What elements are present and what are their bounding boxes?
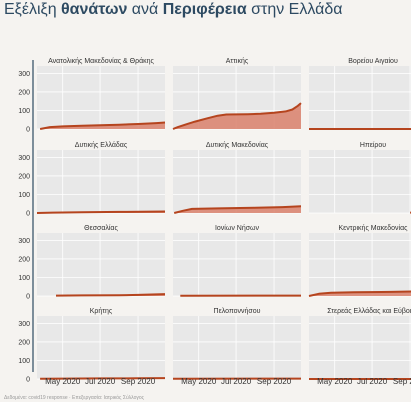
y-tick-label: 300 — [18, 321, 30, 328]
panel-background — [309, 233, 411, 296]
y-tick-label: 100 — [18, 275, 30, 282]
footnote: Δεδομένα: covid19 response · Επεξεργασία… — [4, 395, 145, 401]
x-tick-label: Sep 2020 — [393, 377, 411, 386]
panel: Ηπείρου — [309, 141, 411, 214]
panel-background — [37, 66, 165, 129]
y-tick-label: 200 — [18, 89, 30, 96]
panel-background — [37, 150, 165, 213]
panel-background — [173, 150, 301, 213]
series-line — [55, 293, 166, 297]
y-tick-label: 100 — [18, 108, 30, 115]
panel-title: Ηπείρου — [360, 141, 386, 149]
x-tick-label: May 2020 — [181, 377, 217, 386]
panel-title: Κεντρικής Μακεδονίας — [338, 224, 408, 232]
panel-title: Θεσσαλίας — [84, 224, 118, 232]
x-tick-label: Jul 2020 — [85, 377, 116, 386]
panel: Βορείου Αιγαίου — [309, 57, 411, 130]
y-tick-label: 0 — [26, 127, 30, 134]
panel-background — [173, 316, 301, 379]
x-tick-label: May 2020 — [317, 377, 353, 386]
page-title: Εξέλιξη θανάτων ανά Περιφέρεια στην Ελλά… — [4, 1, 343, 18]
panel: Στερεάς Ελλάδας και Εύβοιας — [309, 307, 411, 380]
y-tick-label: 0 — [26, 377, 30, 384]
series-line — [36, 210, 166, 214]
y-tick-label: 0 — [26, 294, 30, 301]
panel-title: Δυτικής Μακεδονίας — [206, 141, 269, 149]
panel-title: Ιονίων Νήσων — [215, 224, 260, 232]
panel: Κρήτης 0 100 200 300 — [18, 308, 166, 384]
panel-title: Ανατολικής Μακεδονίας & Θράκης — [48, 57, 154, 65]
series-line — [39, 121, 166, 130]
y-tick-label: 300 — [18, 71, 30, 78]
y-tick-label: 0 — [26, 211, 30, 218]
panel-background — [309, 316, 411, 379]
panel: Ιονίων Νήσων — [173, 224, 302, 297]
series-line — [173, 205, 302, 214]
x-tick-label: May 2020 — [45, 377, 81, 386]
x-tick-label: Sep 2020 — [257, 377, 292, 386]
panel: Ανατολικής Μακεδονίας & Θράκης 0 100 200 300 — [18, 57, 166, 134]
series-line — [172, 102, 302, 130]
panel-background — [37, 233, 165, 296]
panel: Δυτικής Ελλάδας 0 100 200 300 — [18, 141, 166, 218]
y-tick-label: 300 — [18, 155, 30, 162]
y-tick-label: 300 — [18, 238, 30, 245]
panel-background — [37, 316, 165, 379]
panel-title: Στερεάς Ελλάδας και Εύβοιας — [327, 307, 411, 315]
panel: Θεσσαλίας 0 100 200 300 — [18, 224, 166, 301]
panel-title: Πελοποννήσου — [214, 308, 261, 315]
panel: Κεντρικής Μακεδονίας — [308, 224, 411, 297]
y-tick-label: 100 — [18, 192, 30, 199]
panel-title: Κρήτης — [90, 308, 113, 315]
x-tick-label: Sep 2020 — [121, 377, 156, 386]
y-tick-label: 200 — [18, 256, 30, 263]
panel-background — [309, 150, 411, 213]
panel-title: Αττικής — [226, 58, 249, 65]
panel-title: Δυτικής Ελλάδας — [75, 141, 128, 149]
panel-background — [309, 66, 411, 129]
panel-background — [173, 233, 301, 296]
y-tick-label: 100 — [18, 358, 30, 365]
panel: Αττικής — [172, 58, 302, 130]
series-line — [40, 377, 166, 380]
y-tick-label: 200 — [18, 339, 30, 346]
x-tick-label: Jul 2020 — [221, 377, 252, 386]
x-tick-label: Jul 2020 — [357, 377, 388, 386]
panel-title: Βορείου Αιγαίου — [348, 57, 398, 65]
series-area — [173, 103, 301, 129]
series-line — [308, 290, 411, 297]
y-tick-label: 200 — [18, 173, 30, 180]
panel: Πελοποννήσου — [172, 308, 302, 380]
panel: Δυτικής Μακεδονίας — [173, 141, 302, 214]
